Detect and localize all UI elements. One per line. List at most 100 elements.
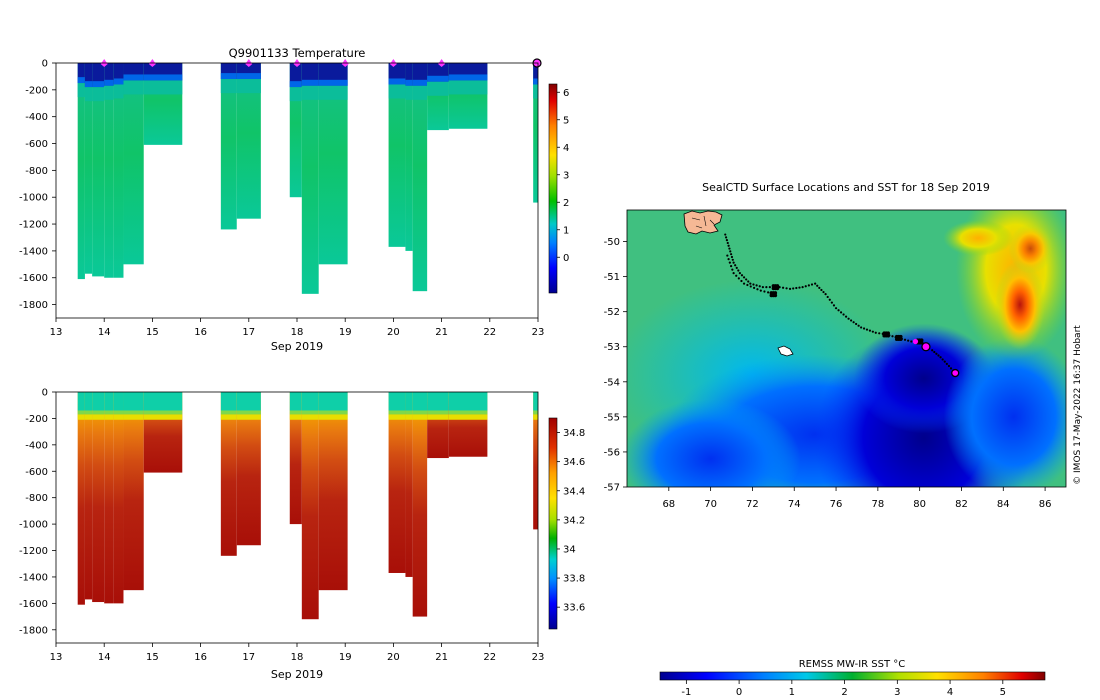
temperature-transition-layer <box>143 74 183 81</box>
temperature-transition-layer <box>220 73 237 80</box>
map-y-tick-label: -50 <box>604 237 620 248</box>
temperature-transition-layer <box>123 74 144 81</box>
track-cluster-dot <box>886 331 891 336</box>
salinity-y-tick-label: -800 <box>25 493 48 504</box>
track-dot <box>933 350 936 354</box>
salinity-fresh-layer <box>113 392 124 411</box>
map-y-tick-label: -52 <box>604 307 620 318</box>
temperature-colorbar-tick-label: 5 <box>563 115 569 126</box>
temperature-thermocline <box>427 81 449 96</box>
track-dot <box>724 233 727 236</box>
temperature-thermocline <box>104 85 114 100</box>
map-x-tick-label: 78 <box>871 499 884 510</box>
map-y-tick-label: -51 <box>604 272 620 283</box>
track-dot <box>842 313 845 316</box>
temperature-transition-layer <box>405 79 413 86</box>
land-heard-island <box>777 345 794 357</box>
map-y-tick-label: -53 <box>604 342 620 353</box>
salinity-halocline <box>448 410 488 415</box>
salinity-halocline <box>318 410 348 415</box>
salinity-profile-column <box>412 392 428 617</box>
salinity-profile-column <box>123 392 144 591</box>
salinity-y-tick-label: -1800 <box>19 625 48 636</box>
salinity-halocline-upper <box>388 414 406 420</box>
temperature-y-tick-label: -1600 <box>19 273 48 284</box>
track-dot <box>828 298 831 301</box>
track-dot <box>945 362 948 365</box>
map-y-tick-label: -56 <box>604 447 620 458</box>
temperature-thermocline <box>220 79 237 94</box>
track-dot <box>910 340 913 343</box>
temperature-x-tick-label: 20 <box>387 327 400 338</box>
salinity-halocline-upper <box>104 414 114 420</box>
track-dot <box>737 277 740 280</box>
temperature-colorbar-tick-label: 1 <box>563 225 569 236</box>
salinity-profile-column <box>104 392 114 604</box>
salinity-colorbar-tick-label: 34.2 <box>563 515 585 526</box>
temperature-x-label: Sep 2019 <box>271 340 323 353</box>
track-dot <box>788 287 792 290</box>
temperature-thermocline <box>318 85 348 100</box>
track-dot <box>871 330 874 333</box>
track-dot <box>943 360 946 363</box>
track-cluster-dot <box>898 337 903 342</box>
temperature-x-tick-label: 14 <box>98 327 111 338</box>
sst-hot-north <box>1008 223 1053 274</box>
track-dot <box>755 284 758 287</box>
temperature-profile-column <box>405 63 413 251</box>
temperature-x-tick-label: 22 <box>483 327 496 338</box>
salinity-fresh-layer <box>533 392 538 411</box>
salinity-halocline <box>220 410 237 415</box>
temperature-transition-layer <box>236 73 261 80</box>
salinity-halocline-upper <box>77 414 85 420</box>
temperature-x-tick-label: 16 <box>194 327 207 338</box>
track-dot <box>731 268 734 271</box>
track-dot <box>807 284 810 287</box>
salinity-fresh-layer <box>143 392 183 411</box>
salinity-halocline-upper <box>301 414 319 420</box>
salinity-y-tick-label: -1400 <box>19 572 48 583</box>
salinity-fresh-layer <box>84 392 93 411</box>
salinity-halocline <box>533 410 538 415</box>
temperature-profile-column <box>412 63 428 292</box>
temperature-colorbar-tick-label: 6 <box>563 88 569 99</box>
temperature-cold-layer <box>77 63 85 84</box>
track-dot <box>728 247 731 250</box>
salinity-fresh-layer <box>427 392 449 411</box>
salinity-halocline-upper <box>427 414 449 420</box>
track-dot <box>742 276 746 279</box>
temperature-y-tick-label: -1200 <box>19 220 48 231</box>
track-dot <box>820 288 823 292</box>
salinity-x-tick-label: 16 <box>194 652 207 663</box>
sst-blue-east <box>943 336 1066 487</box>
track-dot <box>738 272 741 275</box>
salinity-x-tick-label: 14 <box>98 652 111 663</box>
sst-colorbar-tick-label: 5 <box>1000 687 1006 698</box>
salinity-panel: 0 -200 -400 -600 -800 -1000 -1200 -1400 -1600 -18… <box>19 388 585 682</box>
salinity-y-axis: 0 -200 -400 -600 -800 -1000 -1200 -1400 -1600 -18… <box>19 388 56 636</box>
track-dot <box>730 255 734 259</box>
salinity-halocline <box>412 410 428 415</box>
salinity-halocline <box>77 410 85 415</box>
track-dot <box>781 286 785 289</box>
temperature-transition-layer <box>448 74 488 81</box>
temperature-thermocline <box>113 84 124 99</box>
land-kerguelen <box>683 210 723 235</box>
track-dot <box>949 367 953 370</box>
temperature-colorbar <box>548 83 558 294</box>
map-x-tick-label: 86 <box>1039 499 1052 510</box>
track-dot <box>891 335 894 338</box>
track-dot <box>740 274 744 277</box>
sst-colorbar-ticks: -1 0 1 2 3 4 5 <box>681 680 1006 698</box>
track-dot <box>947 364 951 368</box>
temperature-cold-layer <box>92 63 105 88</box>
temperature-transition-layer <box>427 75 449 82</box>
map-x-tick-label: 74 <box>788 499 801 510</box>
salinity-profile-column <box>405 392 413 577</box>
track-dot <box>734 264 737 267</box>
sst-colorbar-tick-label: 2 <box>841 687 847 698</box>
salinity-halocline <box>104 410 114 415</box>
map-y-axis: -50 -51 -52 -53 -54 -55 -56 -57 <box>604 237 627 494</box>
salinity-profile-column <box>92 392 105 603</box>
salinity-halocline <box>388 410 406 415</box>
